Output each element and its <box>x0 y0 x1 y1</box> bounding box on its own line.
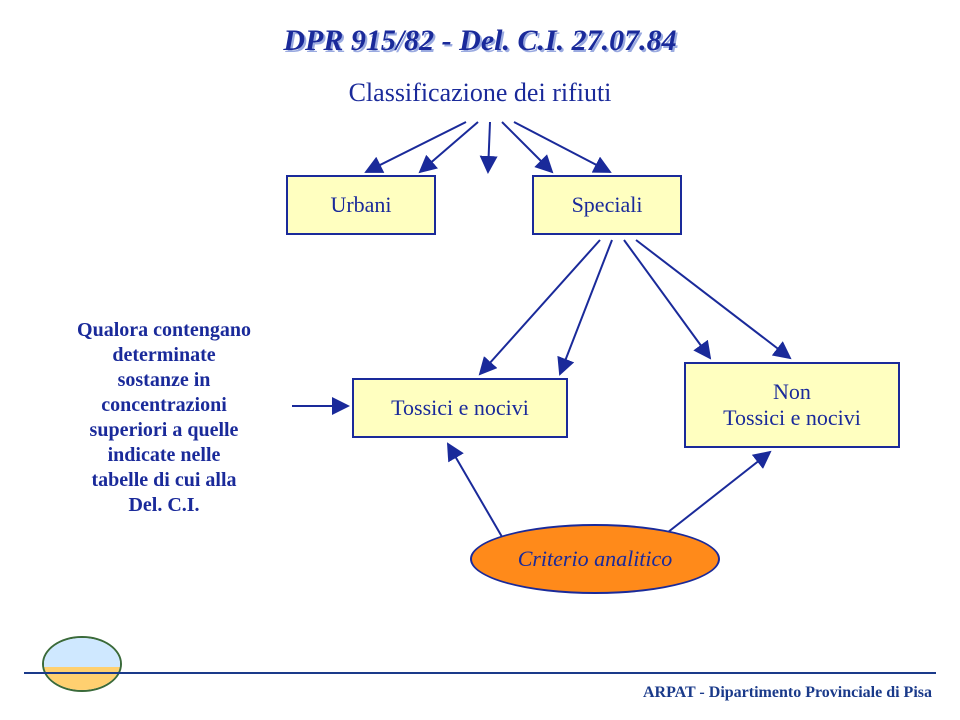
node-speciali-label: Speciali <box>572 192 643 218</box>
page-title: DPR 915/82 - Del. C.I. 27.07.84 <box>0 24 960 58</box>
footer-text-label: ARPAT - Dipartimento Provinciale di Pisa <box>643 684 932 701</box>
subtitle-text: Classificazione dei rifiuti <box>349 78 612 107</box>
footer-divider <box>24 672 936 674</box>
left-explanation: Qualora contenganodeterminatesostanze in… <box>44 318 284 518</box>
node-tossici: Tossici e nocivi <box>352 378 568 438</box>
node-urbani-label: Urbani <box>330 192 391 218</box>
node-non-tossici-line1: Non <box>773 379 811 404</box>
arpat-logo <box>42 636 122 692</box>
node-speciali: Speciali <box>532 175 682 235</box>
footer-text: ARPAT - Dipartimento Provinciale di Pisa <box>643 684 932 702</box>
node-non-tossici: Non Tossici e nocivi <box>684 362 900 448</box>
node-tossici-label: Tossici e nocivi <box>391 395 529 421</box>
node-criterio-label: Criterio analitico <box>518 546 673 572</box>
title-text: DPR 915/82 - Del. C.I. 27.07.84 <box>283 24 676 57</box>
node-urbani: Urbani <box>286 175 436 235</box>
logo-ground <box>44 667 120 690</box>
subtitle: Classificazione dei rifiuti <box>0 78 960 108</box>
logo-sky <box>44 638 120 667</box>
node-criterio: Criterio analitico <box>470 524 720 594</box>
node-non-tossici-line2: Tossici e nocivi <box>723 405 861 430</box>
node-non-tossici-label: Non Tossici e nocivi <box>723 379 861 431</box>
